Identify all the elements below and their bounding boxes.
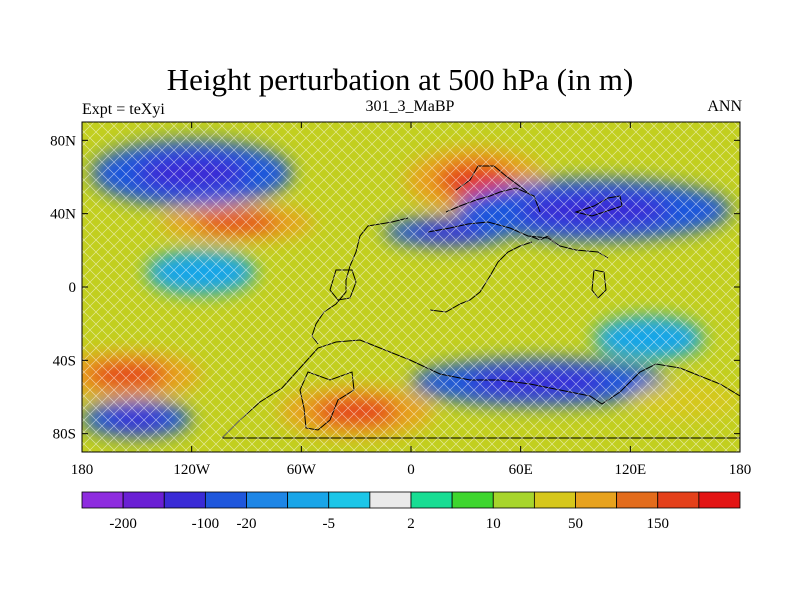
x-tick-label: 120E <box>614 462 646 478</box>
colorbar-box <box>698 491 741 509</box>
colorbar-box <box>287 491 330 509</box>
colorbar-box <box>328 491 371 509</box>
colorbar-box <box>616 491 659 509</box>
colorbar-label: -5 <box>323 516 336 532</box>
colorbar-box <box>657 491 700 509</box>
colorbar-label: -20 <box>237 516 257 532</box>
colorbar-box <box>246 491 289 509</box>
y-tick-label: 40S <box>53 353 76 369</box>
colorbar-label: -200 <box>109 516 137 532</box>
x-tick-label: 60E <box>509 462 533 478</box>
season-label: ANN <box>707 98 742 115</box>
plot-title: Height perturbation at 500 hPa (in m) <box>166 62 634 97</box>
y-tick-label: 80N <box>50 133 76 149</box>
y-tick-label: 0 <box>69 280 77 296</box>
colorbar-label: 150 <box>647 516 670 532</box>
x-tick-label: 180 <box>71 462 94 478</box>
colorbar-box <box>204 491 247 509</box>
colorbar: -200 -100 -20 -5 2 10 50 150 <box>81 491 741 532</box>
x-tick-label: 120W <box>173 462 211 478</box>
colorbar-box <box>81 491 124 509</box>
colorbar-box <box>163 491 206 509</box>
x-tick-label: 60W <box>287 462 317 478</box>
colorbar-box <box>492 491 535 509</box>
colorbar-box <box>122 491 165 509</box>
colorbar-box <box>533 491 576 509</box>
colorbar-box <box>410 491 453 509</box>
experiment-label: Expt = teXyi <box>82 101 165 118</box>
colorbar-label: -100 <box>192 516 220 532</box>
colorbar-box <box>451 491 494 509</box>
axis-ticks: 180 120W 60W 0 60E 120E 180 80N 40N 0 40S 80S <box>50 122 751 478</box>
x-tick-label: 0 <box>407 462 415 478</box>
y-tick-label: 40N <box>50 207 76 223</box>
colorbar-label: 50 <box>568 516 583 532</box>
colorbar-box <box>575 491 618 509</box>
colorbar-label: 10 <box>486 516 501 532</box>
colorbar-label: 2 <box>407 516 415 532</box>
y-tick-label: 80S <box>53 427 76 443</box>
map-plot-area <box>82 122 740 452</box>
colorbar-box <box>369 491 412 509</box>
x-tick-label: 180 <box>729 462 752 478</box>
case-label: 301_3_MaBP <box>365 98 455 115</box>
hatch-overlay <box>82 122 740 452</box>
